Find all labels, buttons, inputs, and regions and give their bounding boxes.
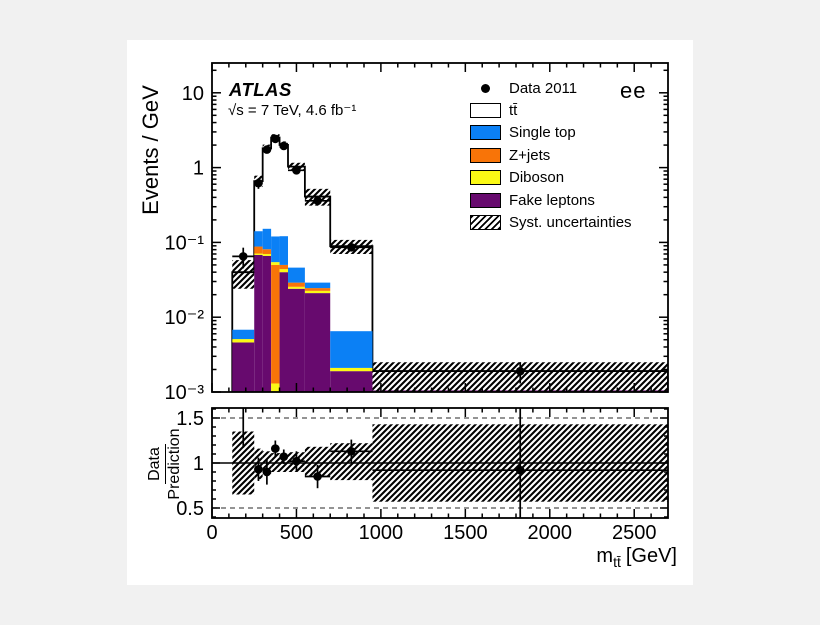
hatch-pattern-icon <box>470 215 501 231</box>
x-tick-label: 2000 <box>528 522 573 544</box>
x-tick-label: 2500 <box>612 522 657 544</box>
y-tick-label: 10⁻² <box>165 307 205 329</box>
ratio-panel-content <box>212 408 668 518</box>
stack-layer-singletop <box>279 236 288 265</box>
stack-layer-fake <box>330 371 373 392</box>
stack-layer-fake <box>254 254 263 392</box>
stack-layer-diboson <box>330 367 373 372</box>
ratio-tick-label: 1 <box>193 453 204 475</box>
stack-layer-zjets <box>288 282 305 287</box>
stack-layer-zjets <box>254 246 263 254</box>
axis-tick-labels: 10 1 10⁻¹ 10⁻² 10⁻³ 0 500 1000 1500 2000 2500 1.5 1 0… <box>165 83 657 544</box>
x-axis-label-variable: m <box>596 545 614 567</box>
luminosity-label: √s = 7 TeV, 4.6 fb⁻¹ <box>228 102 357 119</box>
stack-layer-singletop <box>288 267 305 283</box>
legend-swatch-singletop <box>470 125 501 141</box>
stack-layer-diboson <box>304 290 331 294</box>
y-tick-label: 10⁻¹ <box>165 232 205 254</box>
stack-layer-diboson <box>271 262 280 265</box>
y-axis-label: Events / GeV <box>138 85 163 215</box>
stack-layer-singletop <box>262 228 272 250</box>
ratio-axis-label: Data Prediction <box>142 419 188 509</box>
stack-layer-zjets <box>304 288 331 291</box>
stack-layer-fake <box>304 293 331 392</box>
stack-layer-diboson <box>262 253 272 256</box>
stack-layer-diboson <box>271 383 280 392</box>
stack-layer-diboson <box>232 339 255 343</box>
data-points <box>232 134 668 384</box>
x-tick-label: 1500 <box>443 522 488 544</box>
legend-swatch-ttbar <box>470 103 501 119</box>
ratio-label-numerator: Data <box>145 444 166 484</box>
legend-item-zjets: Z+jets <box>470 144 632 166</box>
x-tick-label: 1000 <box>359 522 404 544</box>
x-axis-label-unit: [GeV] <box>625 545 677 567</box>
data-marker-icon <box>470 81 501 96</box>
stack-layer-singletop <box>304 282 331 289</box>
x-axis-label: mtt̄ [GeV] <box>596 545 677 570</box>
legend: Data 2011 tt̄ Single top Z+jets Diboson … <box>470 77 632 234</box>
legend-item-diboson: Diboson <box>470 167 632 189</box>
stack-layer-fake <box>279 272 288 392</box>
stack-layer-zjets <box>279 264 288 270</box>
y-tick-label: 10⁻³ <box>165 382 205 404</box>
main-panel-content <box>231 134 668 392</box>
legend-swatch-zjets <box>470 147 501 163</box>
y-tick-label: 10 <box>182 83 204 105</box>
legend-item-singletop: Single top <box>470 122 632 144</box>
experiment-label: ATLAS <box>229 79 292 100</box>
stack-layer-diboson <box>288 286 305 289</box>
stack-layer-singletop <box>232 329 255 340</box>
main-panel-frame <box>211 62 669 393</box>
legend-item-ttbar: tt̄ <box>470 99 632 121</box>
stack-layer-singletop <box>254 231 263 247</box>
x-axis-label-subscript: tt̄ <box>613 554 621 570</box>
stack-layer-fake <box>232 342 255 392</box>
stack-layer-singletop <box>271 236 280 263</box>
legend-item-fakeleptons: Fake leptons <box>470 189 632 211</box>
legend-item-syst: Syst. uncertainties <box>470 211 632 233</box>
channel-label: ee <box>620 78 647 103</box>
ratio-tick-label: 1.5 <box>176 408 204 430</box>
stacked-backgrounds <box>232 228 668 392</box>
stack-layer-singletop <box>330 331 373 368</box>
legend-swatch-fake-leptons <box>470 192 501 208</box>
stack-layer-diboson <box>279 269 288 273</box>
stack-layer-zjets <box>262 249 272 254</box>
stack-layer-diboson <box>254 253 263 255</box>
axis-ticks <box>211 63 668 518</box>
ratio-label-denominator: Prediction <box>166 428 183 500</box>
legend-swatch-diboson <box>470 170 501 186</box>
x-tick-label: 0 <box>206 522 217 544</box>
x-tick-label: 500 <box>280 522 313 544</box>
stack-layer-fake <box>262 255 272 392</box>
stack-layer-zjets <box>271 264 280 384</box>
ratio-tick-label: 0.5 <box>176 498 204 520</box>
legend-item-data: Data 2011 <box>470 77 632 99</box>
stack-layer-fake <box>288 288 305 392</box>
y-tick-label: 1 <box>193 158 204 180</box>
